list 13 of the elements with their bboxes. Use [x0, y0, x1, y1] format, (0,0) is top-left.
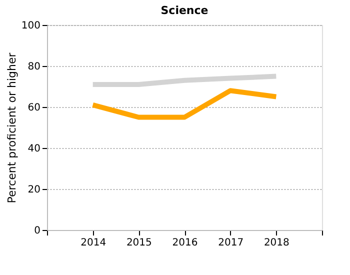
- chart-title: Science: [160, 4, 208, 17]
- y-tick-label: 0: [34, 226, 40, 236]
- x-tick-label: 2016: [172, 238, 198, 248]
- y-tick-label: 100: [21, 20, 40, 32]
- x-tick-label: 2018: [264, 238, 290, 248]
- y-tick-label: 20: [28, 184, 40, 196]
- y-tick-label: 40: [28, 144, 40, 154]
- y-axis-title: Percent proficient or higher: [5, 52, 18, 204]
- x-tick-label: 2014: [80, 238, 106, 248]
- y-tick-label: 80: [28, 62, 40, 72]
- x-tick-label: 2015: [126, 238, 152, 248]
- y-tick-label: 60: [28, 102, 40, 114]
- x-tick-label: 2017: [218, 238, 244, 248]
